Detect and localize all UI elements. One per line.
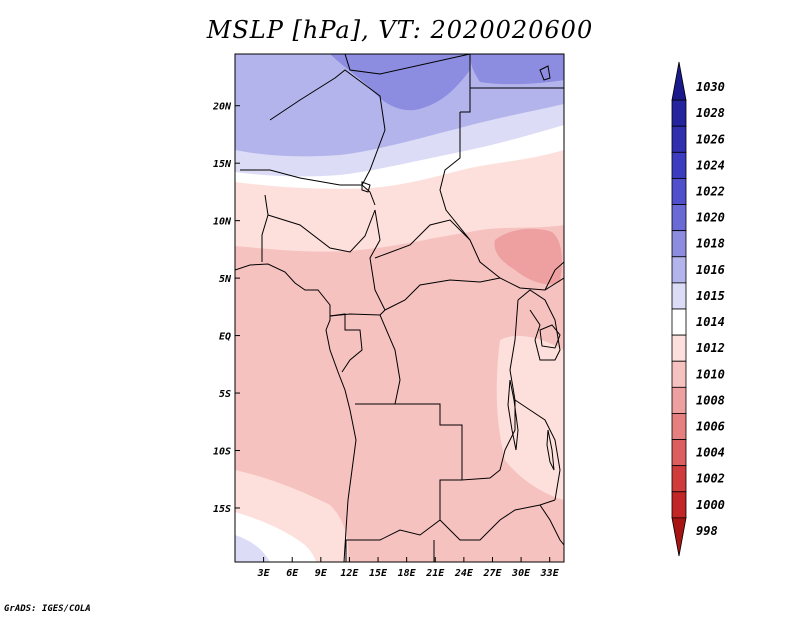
colorbar-label: 1022: [696, 185, 725, 199]
colorbar-swatch: [671, 256, 687, 284]
lon-tick-label: 15E: [369, 568, 388, 579]
colorbar-swatch: [671, 151, 687, 179]
lon-tick-label: 6E: [286, 568, 299, 579]
colorbar-swatch: [671, 517, 687, 557]
longitude-axis: 3E 6E 9E 12E 15E 18E 21E 24E 27E 30E 33E: [257, 557, 560, 579]
lon-tick-label: 9E: [315, 568, 328, 579]
colorbar-swatch: [671, 308, 687, 336]
lon-tick-label: 18E: [398, 568, 417, 579]
border-angola: [346, 479, 462, 541]
colorbar-label: 1000: [696, 498, 725, 512]
border-niger-chad: [269, 69, 386, 186]
colorbar-swatch: [671, 99, 687, 127]
country-borders: [235, 54, 564, 562]
field-band-1018-east: [470, 54, 564, 85]
border-nigeria: [261, 194, 376, 262]
colorbar-label: 1030: [696, 80, 725, 94]
colorbar-label: 1018: [696, 237, 725, 251]
colorbar-label: 1006: [696, 420, 725, 434]
colorbar-swatch: [671, 230, 687, 258]
lake-chad: [361, 181, 371, 193]
lat-tick-label: 5N: [219, 274, 232, 285]
lake-tanganyika: [507, 379, 519, 451]
colorbar-swatch: [671, 282, 687, 310]
colorbar-swatch: [671, 204, 687, 232]
colorbar-swatch: [671, 491, 687, 519]
border-cameroon: [329, 209, 386, 317]
colorbar-swatch: [671, 360, 687, 388]
border-sahel: [240, 169, 376, 206]
colorbar-label: 1028: [696, 106, 725, 120]
border-drc: [355, 299, 519, 481]
border-gabon: [329, 313, 363, 373]
map-frame: [234, 53, 565, 563]
colorbar-label: 1004: [696, 446, 725, 460]
colorbar-swatch: [671, 465, 687, 493]
lat-tick-label: 15N: [213, 159, 232, 170]
red-sea: [539, 65, 551, 81]
colorbar-label: 998: [696, 524, 718, 538]
colorbar-label: 1026: [696, 132, 725, 146]
border-sudan-egypt: [460, 54, 471, 113]
border-mozambique: [539, 504, 564, 546]
lon-tick-label: 21E: [425, 568, 445, 579]
border-ethiopia: [544, 261, 564, 291]
colorbar-label: 1024: [696, 158, 725, 172]
lon-tick-label: 27E: [482, 568, 502, 579]
lon-tick-label: 24E: [454, 568, 474, 579]
colorbar-label: 1015: [696, 289, 725, 303]
lat-tick-label: 10N: [213, 217, 232, 228]
grads-credit: GrADS: IGES/COLA: [4, 604, 91, 614]
lat-tick-label: 5S: [219, 389, 231, 400]
border-namibia: [345, 540, 435, 562]
colorbar-swatch: [671, 439, 687, 467]
lake-victoria: [539, 324, 561, 349]
coastline-west: [235, 263, 357, 562]
colorbar-swatch: [671, 178, 687, 205]
colorbar-label: 1010: [696, 367, 725, 381]
colorbar-label: 1008: [696, 393, 725, 407]
colorbar-swatch: [671, 334, 687, 362]
colorbar-label: 1002: [696, 472, 725, 486]
lat-tick-label: EQ: [219, 332, 231, 343]
field-west-blue: [235, 535, 270, 562]
colorbar-swatch: [671, 125, 687, 153]
colorbar-label: 1012: [696, 341, 725, 355]
colorbar-swatch: [671, 61, 687, 101]
lon-tick-label: 12E: [340, 568, 359, 579]
field-east-light: [496, 335, 564, 500]
lon-tick-label: 30E: [511, 568, 531, 579]
border-libya: [344, 54, 471, 75]
map-title: MSLP [hPa], VT: 2020020600: [206, 16, 594, 44]
border-tanzania: [514, 399, 561, 501]
colorbar-swatch: [671, 413, 687, 440]
lat-tick-label: 15S: [213, 504, 231, 515]
pressure-field: [235, 54, 564, 562]
colorbar-swatch: [671, 386, 687, 414]
colorbar: 1030 1028 1026 1024 1022 1020 1018 1016 1015 1014…: [671, 61, 725, 557]
border-car: [374, 219, 501, 311]
colorbar-label: 1014: [696, 315, 725, 329]
field-low-blob: [494, 228, 562, 285]
latitude-axis: 20N 15N 10N 5N EQ 5S 10S 15S: [212, 102, 240, 515]
lon-tick-label: 33E: [540, 568, 560, 579]
colorbar-label: 1020: [696, 211, 725, 225]
lake-malawi: [546, 429, 555, 471]
lat-tick-label: 20N: [212, 102, 232, 113]
lon-tick-label: 3E: [257, 568, 271, 579]
border-east-lakes: [517, 289, 561, 361]
field-band-1018: [330, 54, 470, 111]
lat-tick-label: 10S: [213, 447, 231, 458]
colorbar-label: 1016: [696, 263, 725, 277]
